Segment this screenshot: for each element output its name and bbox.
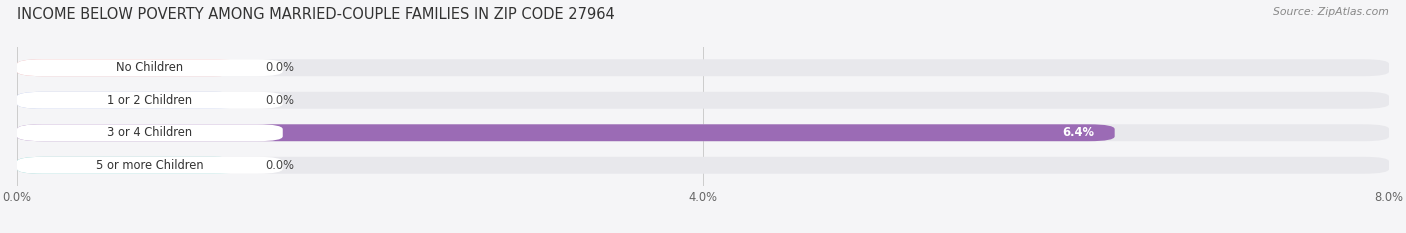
FancyBboxPatch shape (17, 157, 1389, 174)
FancyBboxPatch shape (17, 157, 283, 174)
Text: Source: ZipAtlas.com: Source: ZipAtlas.com (1274, 7, 1389, 17)
Text: INCOME BELOW POVERTY AMONG MARRIED-COUPLE FAMILIES IN ZIP CODE 27964: INCOME BELOW POVERTY AMONG MARRIED-COUPL… (17, 7, 614, 22)
FancyBboxPatch shape (17, 92, 1389, 109)
Text: 6.4%: 6.4% (1062, 126, 1094, 139)
FancyBboxPatch shape (17, 157, 240, 174)
FancyBboxPatch shape (17, 124, 1115, 141)
FancyBboxPatch shape (17, 124, 1389, 141)
FancyBboxPatch shape (17, 59, 283, 76)
Text: 1 or 2 Children: 1 or 2 Children (107, 94, 193, 107)
Text: 3 or 4 Children: 3 or 4 Children (107, 126, 193, 139)
FancyBboxPatch shape (17, 59, 240, 76)
Text: No Children: No Children (117, 61, 183, 74)
Text: 0.0%: 0.0% (266, 159, 295, 172)
Text: 0.0%: 0.0% (266, 94, 295, 107)
FancyBboxPatch shape (17, 92, 283, 109)
FancyBboxPatch shape (17, 92, 240, 109)
FancyBboxPatch shape (17, 59, 1389, 76)
FancyBboxPatch shape (17, 124, 283, 141)
Text: 5 or more Children: 5 or more Children (96, 159, 204, 172)
Text: 0.0%: 0.0% (266, 61, 295, 74)
